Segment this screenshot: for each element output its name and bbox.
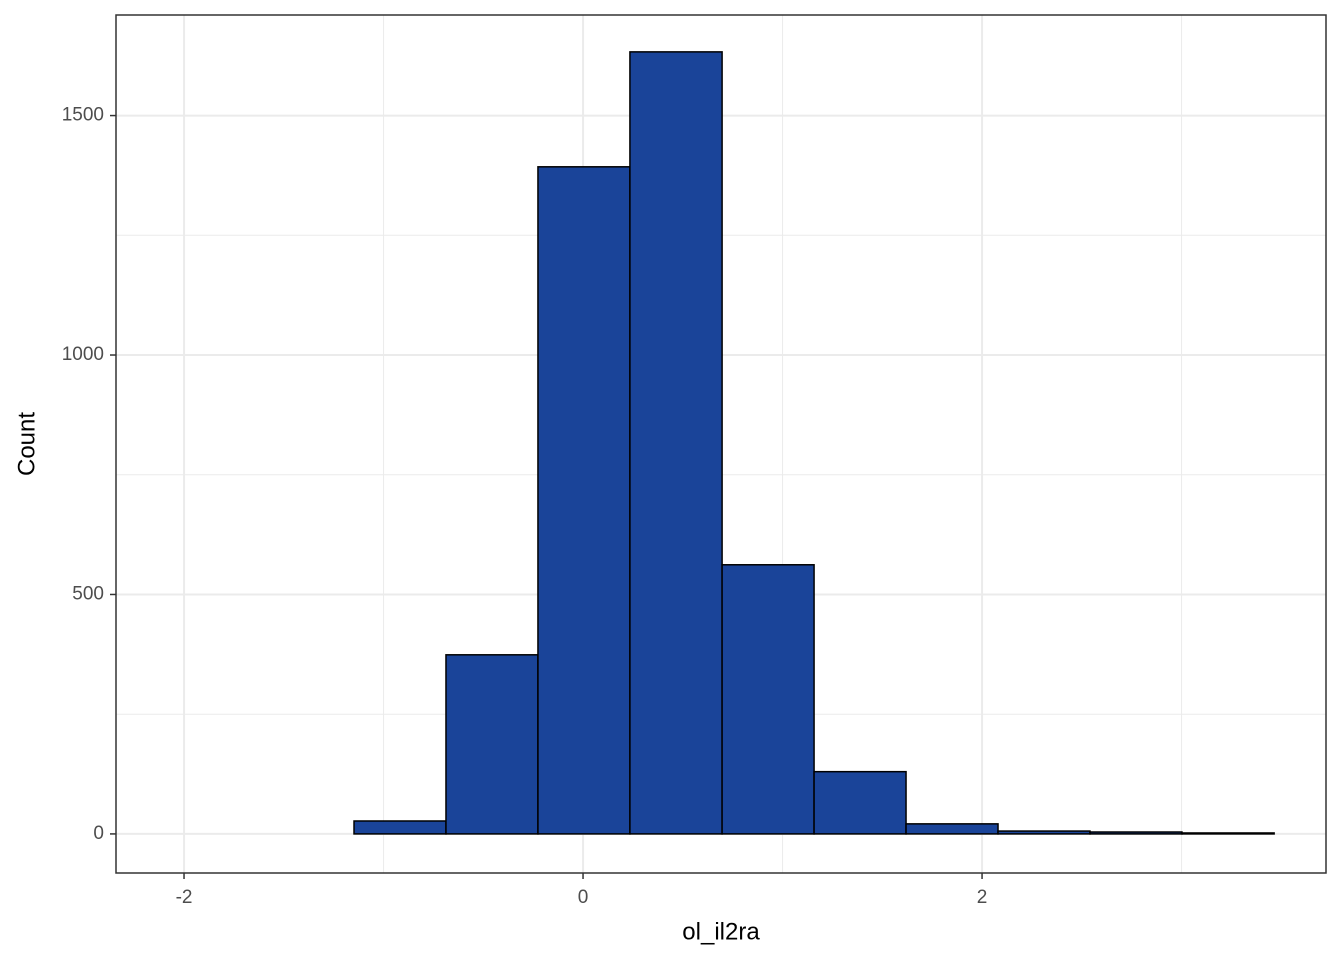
- bar: [905, 823, 999, 835]
- bar: [1181, 832, 1275, 835]
- x-axis-title: ol_il2ra: [682, 918, 760, 945]
- bar: [721, 564, 815, 835]
- y-tick-label: 500: [72, 583, 104, 604]
- bar: [537, 166, 631, 835]
- bar: [1089, 831, 1183, 835]
- bar: [353, 820, 447, 835]
- bar: [629, 51, 723, 835]
- y-tick-label: 0: [93, 823, 104, 844]
- bar: [445, 654, 539, 835]
- plot-border: [115, 14, 1327, 874]
- bar: [997, 830, 1091, 835]
- x-tick-label: 0: [578, 887, 589, 908]
- x-tick-label: 2: [977, 887, 988, 908]
- y-tick-label: 1500: [62, 105, 104, 126]
- y-tick-label: 1000: [62, 344, 104, 365]
- bar: [813, 770, 907, 835]
- y-axis-title: Count: [13, 412, 40, 476]
- x-tick-label: -2: [176, 887, 193, 908]
